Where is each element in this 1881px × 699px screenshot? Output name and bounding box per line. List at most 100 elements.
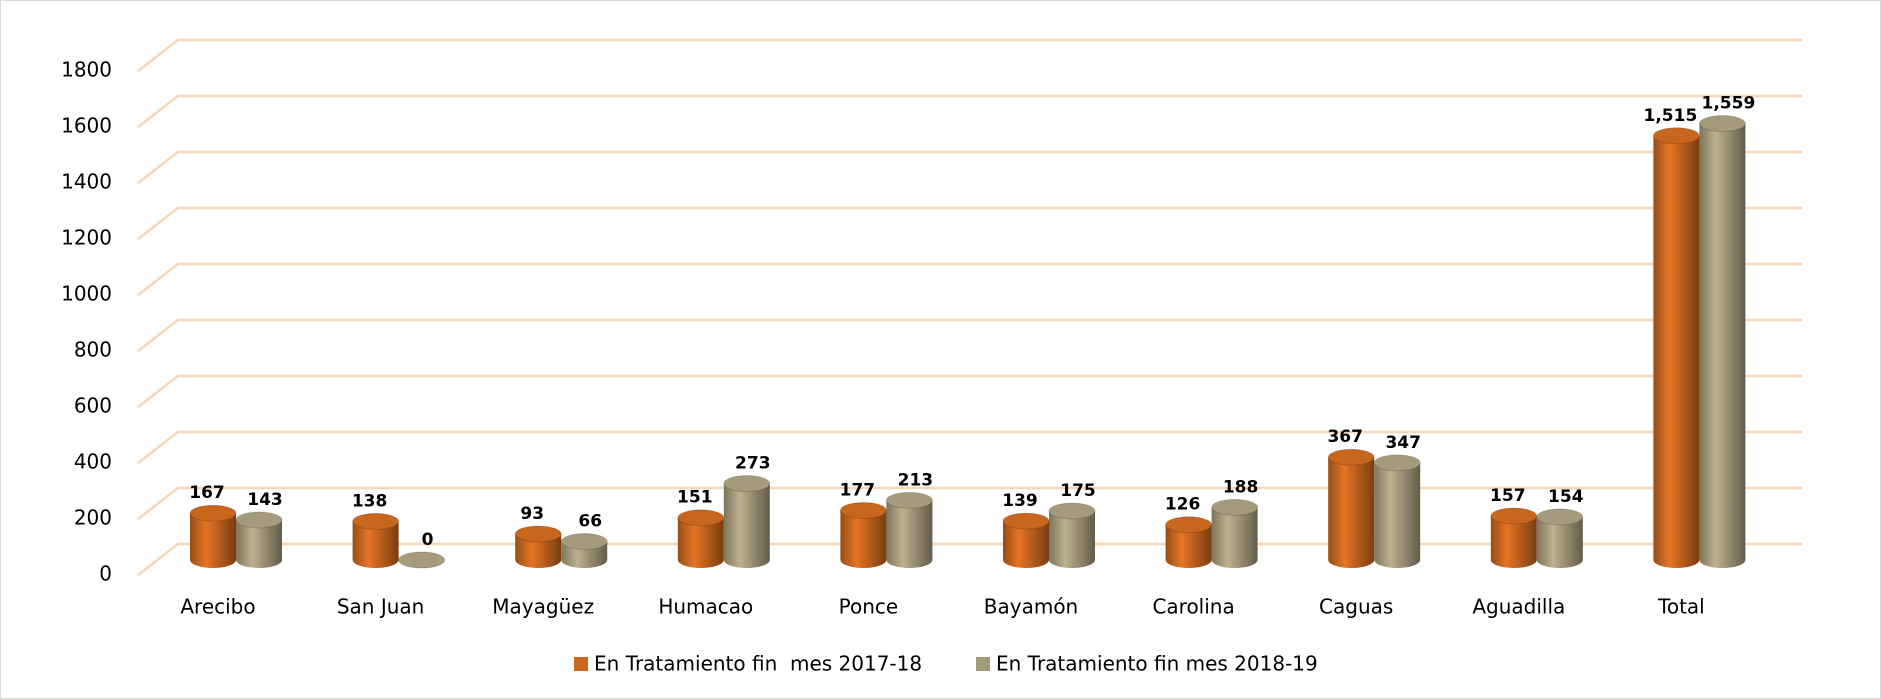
cylinder-top (1165, 516, 1213, 534)
value-label: 154 (1548, 487, 1584, 507)
value-label: 143 (247, 490, 283, 510)
cylinder-bar (1327, 448, 1375, 568)
value-label: 93 (520, 504, 544, 524)
y-tick-label: 600 (74, 394, 112, 418)
legend-swatch (574, 657, 588, 671)
cylinder-bar (514, 525, 562, 568)
value-label: 167 (189, 483, 225, 503)
grid-line (137, 430, 1802, 464)
cylinder-body (1049, 511, 1095, 560)
y-tick-label: 1200 (61, 226, 112, 250)
cylinder-bar (1211, 498, 1259, 568)
cylinder-top (677, 509, 725, 527)
x-tick-label: Carolina (1152, 595, 1234, 619)
value-label: 126 (1165, 495, 1201, 515)
grid-line (137, 94, 1802, 128)
y-tick-label: 0 (99, 562, 112, 586)
grid-line (137, 38, 1802, 72)
value-label: 139 (1002, 491, 1038, 511)
cylinder-bar (189, 504, 237, 568)
value-label: 188 (1223, 477, 1259, 497)
y-tick-label: 800 (74, 338, 112, 362)
y-tick-label: 200 (74, 506, 112, 530)
cylinder-bar (1536, 508, 1584, 568)
cylinder-bar (723, 475, 771, 568)
cylinder-bar (1165, 516, 1213, 568)
grid-line (137, 318, 1802, 352)
cylinder-body (886, 500, 933, 560)
cylinder-top (1490, 507, 1538, 525)
x-tick-label: Arecibo (180, 595, 255, 619)
cylinder-top (189, 504, 237, 522)
cylinder-bar (1698, 114, 1746, 568)
value-label: 213 (898, 470, 934, 490)
x-tick-label: Total (1657, 595, 1705, 619)
y-tick-label: 1800 (61, 58, 112, 82)
cylinder-body (1699, 123, 1746, 560)
grid-line (137, 262, 1802, 296)
grid-line (137, 206, 1802, 240)
value-label: 0 (422, 530, 434, 550)
y-tick-label: 400 (74, 450, 112, 474)
cylinder-bar (1048, 502, 1096, 568)
cylinder-bar (1490, 507, 1538, 568)
grid-line (137, 150, 1802, 184)
cylinder-top (1002, 512, 1050, 530)
cylinder-bar (885, 491, 933, 568)
cylinder-top (885, 491, 933, 509)
x-tick-label: Bayamón (984, 595, 1078, 619)
value-label: 273 (735, 454, 771, 474)
cylinder-bar (677, 509, 725, 568)
grid-line (137, 486, 1802, 520)
cylinder-body (1653, 135, 1700, 561)
cylinder-top (1536, 508, 1584, 526)
cylinder-body (840, 510, 887, 560)
cylinder-top (560, 533, 608, 551)
cylinder-top (1048, 502, 1096, 520)
cylinder-top (514, 525, 562, 543)
cylinder-bar (398, 551, 446, 569)
y-tick-label: 1400 (61, 170, 112, 194)
cylinder-top (839, 501, 887, 519)
value-label: 157 (1490, 486, 1526, 506)
cylinder-body (1328, 457, 1375, 560)
cylinder-bar (235, 511, 283, 568)
cylinder-top (1327, 448, 1375, 466)
grid-line (137, 374, 1802, 408)
legend-label: En Tratamiento fin mes 2018-19 (996, 652, 1318, 676)
x-tick-label: Caguas (1319, 595, 1393, 619)
value-label: 138 (352, 491, 388, 511)
cylinder-top (723, 475, 771, 493)
value-label: 1,559 (1702, 93, 1756, 113)
cylinder-bar (560, 533, 608, 568)
y-tick-label: 1600 (61, 114, 112, 138)
cylinder-body (1374, 462, 1421, 560)
x-tick-label: Mayagüez (492, 595, 594, 619)
value-label: 367 (1327, 427, 1363, 447)
x-tick-label: Aguadilla (1472, 595, 1565, 619)
cylinder-top (1698, 114, 1746, 132)
cylinder-bar (1002, 512, 1050, 568)
value-label: 175 (1060, 481, 1096, 501)
cylinder-top (352, 512, 400, 530)
cylinder-top (1211, 498, 1259, 516)
cylinder-body (1211, 507, 1258, 560)
legend-label: En Tratamiento fin mes 2017-18 (594, 652, 922, 676)
x-tick-label: San Juan (337, 595, 425, 619)
value-label: 66 (578, 512, 602, 532)
value-label: 347 (1385, 433, 1421, 453)
x-tick-label: Humacao (658, 595, 753, 619)
cylinder-top (1373, 454, 1421, 472)
cylinder-top (398, 551, 446, 569)
legend-swatch (976, 657, 990, 671)
value-label: 1,515 (1644, 106, 1698, 126)
cylinder-bar (1652, 127, 1700, 568)
cylinder-top (235, 511, 283, 529)
value-label: 177 (840, 480, 876, 500)
x-tick-label: Ponce (839, 595, 899, 619)
cylinder-top (1652, 127, 1700, 145)
value-label: 151 (677, 488, 713, 508)
